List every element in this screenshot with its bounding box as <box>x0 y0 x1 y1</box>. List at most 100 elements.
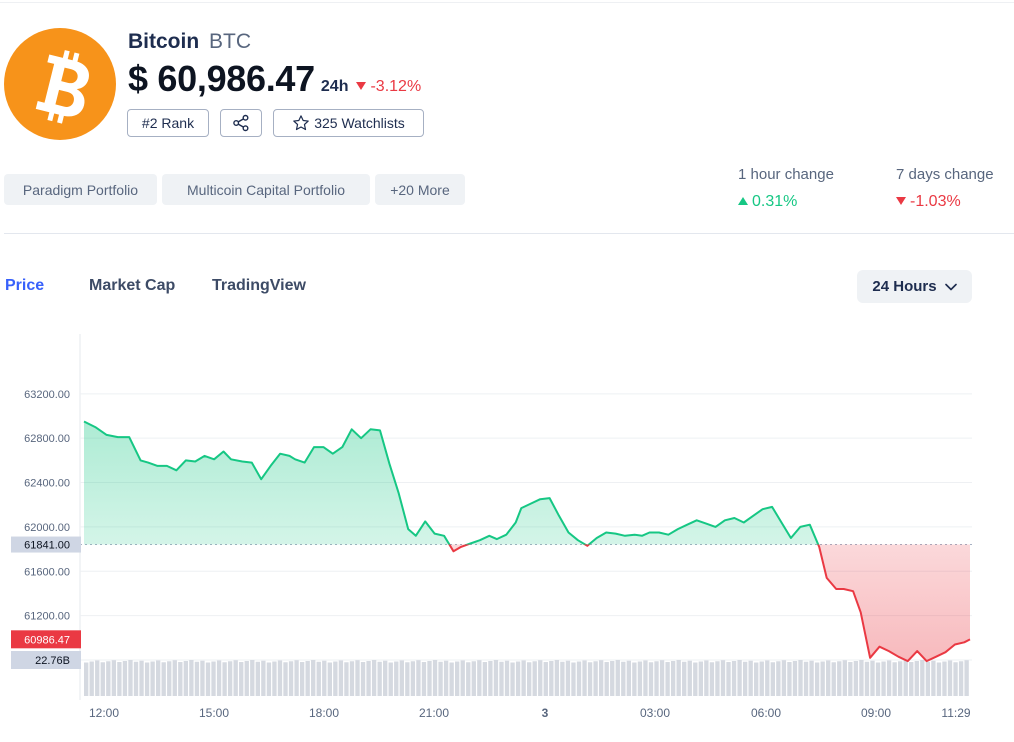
volume-bar <box>383 660 388 696</box>
volume-bar <box>438 661 443 696</box>
y-tick-label: 63200.00 <box>24 389 70 401</box>
volume-bar <box>178 662 183 696</box>
current-price-label: 60986.47 <box>24 634 70 646</box>
volume-bar <box>676 660 681 696</box>
triangle-up-icon <box>738 197 748 205</box>
volume-bar <box>615 660 620 696</box>
volume-bar <box>903 660 908 696</box>
volume-bar <box>515 661 521 696</box>
coin-name: Bitcoin <box>128 30 200 53</box>
volume-bar <box>488 661 493 696</box>
volume-bar <box>288 661 294 696</box>
volume-bar <box>366 661 371 696</box>
bitcoin-symbol-icon <box>35 50 89 124</box>
volume-bar <box>410 661 416 696</box>
volume-bar <box>144 662 150 696</box>
price-area-up <box>84 421 819 545</box>
volume-bar <box>211 661 216 696</box>
volume-bar <box>682 661 687 696</box>
tab-price[interactable]: Price <box>5 277 45 294</box>
volume-bar <box>875 662 881 696</box>
hour-change-text: 0.31% <box>752 193 798 210</box>
tag-multicoin-capital-portfolio[interactable]: Multicoin Capital Portfolio <box>162 174 370 205</box>
watchlist-button[interactable]: 325 Watchlists <box>273 109 424 137</box>
volume-bar <box>527 662 532 696</box>
volume-bar <box>593 661 598 696</box>
volume-bar <box>831 662 836 696</box>
volume-bar <box>920 660 925 696</box>
volume-label-box <box>11 651 81 669</box>
x-tick-label: 18:00 <box>309 706 339 720</box>
tag-paradigm-portfolio[interactable]: Paradigm Portfolio <box>4 174 157 205</box>
share-button[interactable] <box>220 109 262 137</box>
volume-bar <box>942 661 947 696</box>
volume-bar <box>394 661 399 696</box>
volume-bar <box>161 662 166 696</box>
volume-bar <box>964 660 969 696</box>
volume-bar <box>737 660 742 696</box>
volume-bar <box>731 661 737 696</box>
volume-bar <box>621 661 626 696</box>
volume-bar <box>837 661 842 696</box>
volume-bar <box>189 660 194 696</box>
volume-bar <box>344 662 349 696</box>
volume-bar <box>560 661 565 696</box>
volume-bar <box>227 661 233 696</box>
volume-bar <box>338 660 344 696</box>
period-label: 24h <box>320 78 349 95</box>
coin-symbol: BTC <box>209 30 252 53</box>
volume-bar <box>698 661 703 696</box>
volume-bar <box>704 660 709 696</box>
volume-bar <box>576 661 582 696</box>
change-24h: -3.12% <box>356 78 421 96</box>
volume-bar <box>709 662 715 696</box>
axis-labels: 63200.00 62800.00 62400.00 62000.00 61600.00… <box>11 389 971 720</box>
volume-bar <box>643 660 648 696</box>
volume-bar <box>842 660 847 696</box>
volume-bar <box>139 660 144 696</box>
volume-label: 22.76B <box>35 655 70 667</box>
price-chart[interactable]: 63200.00 62800.00 62400.00 62000.00 61600.00… <box>0 320 1014 742</box>
volume-bar <box>715 661 720 696</box>
coin-title: Bitcoin BTC <box>128 30 251 54</box>
volume-bar <box>471 661 476 696</box>
volume-bar <box>554 660 560 696</box>
tab-market-cap[interactable]: Market Cap <box>89 277 176 294</box>
volume-bar <box>117 662 122 696</box>
volume-bar <box>720 660 726 696</box>
x-tick-label: 11:29 <box>941 706 970 720</box>
volume-bar <box>466 662 471 696</box>
volume-bar <box>255 661 260 696</box>
volume-bar <box>89 661 94 696</box>
volume-bar <box>765 660 770 696</box>
hour-change-label: 1 hour change <box>738 166 834 183</box>
volume-bar <box>543 662 548 696</box>
x-tick-label: 06:00 <box>751 706 781 720</box>
volume-bar <box>565 660 571 696</box>
volume-bar <box>493 660 499 696</box>
volume-bar <box>742 661 748 696</box>
volume-bar <box>848 662 853 696</box>
volume-bar <box>283 662 288 696</box>
volume-bar <box>864 661 870 696</box>
volume-bar <box>460 660 465 696</box>
volume-bar <box>405 662 410 696</box>
volume-bar <box>820 661 825 696</box>
volume-bar <box>748 660 753 696</box>
volume-bar <box>311 660 316 696</box>
volume-bar <box>155 660 161 696</box>
volume-bar <box>106 661 111 696</box>
price-area <box>84 421 970 662</box>
volume-bar <box>477 660 482 696</box>
volume-bar <box>648 662 654 696</box>
volume-bar <box>299 662 305 696</box>
tab-tradingview[interactable]: TradingView <box>212 277 306 294</box>
time-range-select[interactable]: 24 Hours <box>857 270 972 303</box>
volume-bar <box>416 660 421 696</box>
volume-bar <box>482 662 488 696</box>
tag-more[interactable]: +20 More <box>375 174 465 205</box>
volume-bar <box>571 662 576 696</box>
change-24h-value: -3.12% <box>370 78 422 95</box>
volume-bar <box>781 660 787 696</box>
volume-bar <box>632 662 637 696</box>
